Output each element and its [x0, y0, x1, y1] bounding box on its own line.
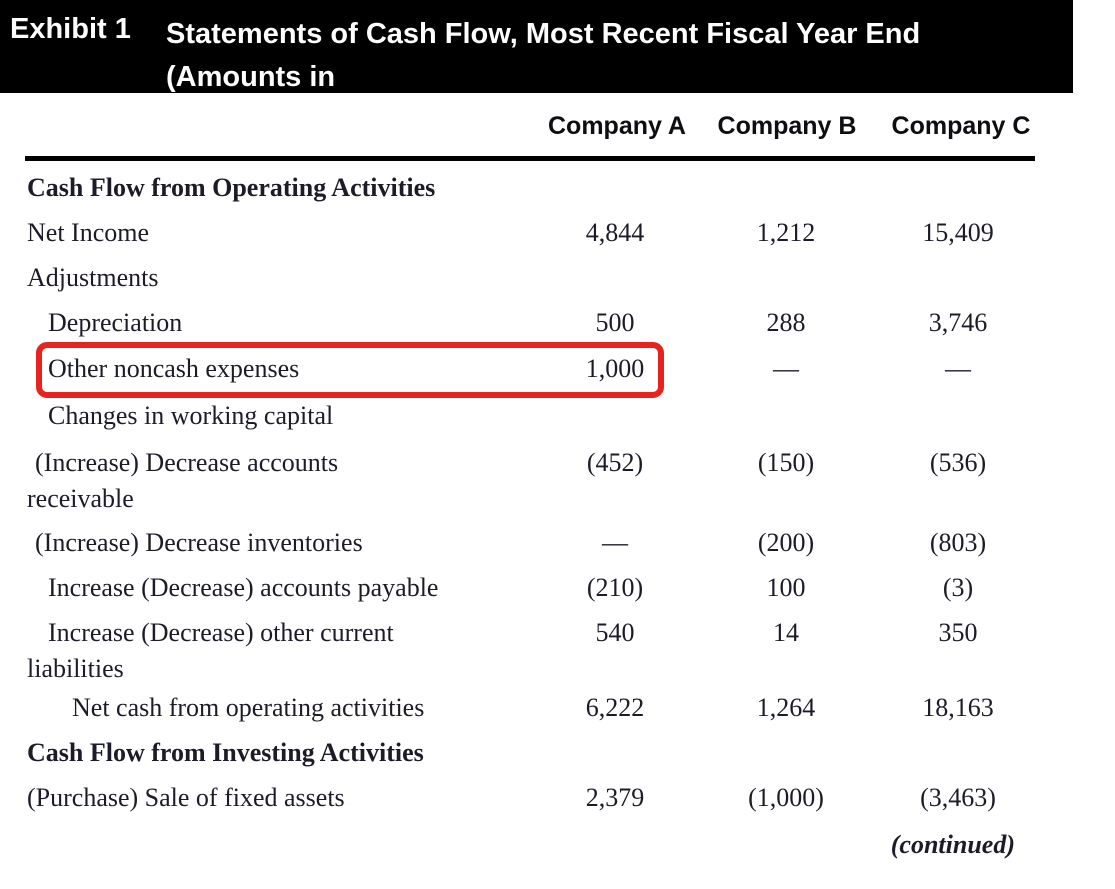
value-company-a: 500 [595, 308, 635, 337]
row-label: Increase (Decrease) other current liabil… [27, 615, 532, 687]
row-label: Increase (Decrease) accounts payable [48, 573, 439, 602]
value-company-a: 540 [595, 618, 635, 647]
column-header-company-c: Company C [891, 112, 1031, 140]
row-label-line2: receivable [27, 484, 134, 513]
value-company-a: 4,844 [585, 218, 645, 247]
value-company-c: 3,746 [928, 308, 988, 337]
value-company-b: (150) [757, 448, 815, 477]
value-company-a: — [602, 528, 628, 557]
continued-marker: (continued) [890, 830, 1015, 859]
row-label: Depreciation [48, 308, 183, 337]
value-company-a: (452) [586, 448, 644, 477]
value-company-b: 14 [773, 618, 799, 647]
exhibit-title-line2: Millions of Dollars) [166, 104, 426, 136]
value-company-b: 1,264 [756, 693, 816, 722]
row-label: Changes in working capital [48, 401, 334, 430]
value-company-a: (210) [586, 573, 644, 602]
value-company-c: 18,163 [922, 693, 994, 722]
row-label: (Increase) Decrease inventories [35, 528, 363, 557]
value-company-c: (3,463) [920, 783, 996, 812]
row-label-line2: liabilities [27, 654, 124, 683]
header-rule [25, 156, 1035, 161]
row-label: (Increase) Decrease accounts receivable [27, 445, 532, 517]
row-label: Adjustments [27, 263, 159, 292]
value-company-b: 100 [766, 573, 806, 602]
value-company-b: — [773, 354, 799, 383]
value-company-a: 1,000 [585, 354, 645, 383]
row-label-line1: Increase (Decrease) other current [48, 618, 394, 647]
value-company-b: (200) [757, 528, 815, 557]
value-company-c: — [945, 354, 971, 383]
column-header-company-b: Company B [717, 112, 857, 140]
row-label-line1: (Increase) Decrease accounts [35, 448, 339, 477]
value-company-b: 288 [766, 308, 806, 337]
row-label: Net Income [27, 218, 150, 247]
value-company-b: 1,212 [756, 218, 816, 247]
value-company-a: 6,222 [585, 693, 645, 722]
value-company-a: 2,379 [585, 783, 645, 812]
column-header-company-a: Company A [548, 112, 686, 140]
row-label: (Purchase) Sale of fixed assets [27, 783, 345, 812]
exhibit-title-line1: Statements of Cash Flow, Most Recent Fis… [166, 18, 921, 93]
value-company-c: (536) [929, 448, 987, 477]
row-label: Net cash from operating activities [72, 693, 425, 722]
row-label: Other noncash expenses [48, 354, 300, 383]
row-label: Cash Flow from Investing Activities [27, 738, 424, 767]
row-label: Cash Flow from Operating Activities [27, 173, 436, 202]
value-company-c: 15,409 [922, 218, 994, 247]
highlight-box [36, 342, 664, 398]
value-company-c: 350 [938, 618, 978, 647]
column-header-row: Company A Company B Company C [0, 112, 1115, 152]
value-company-c: (803) [929, 528, 987, 557]
exhibit-number: Exhibit 1 [10, 13, 131, 45]
value-company-b: (1,000) [748, 783, 824, 812]
exhibit-title-bar: Exhibit 1 Statements of Cash Flow, Most … [0, 0, 1073, 136]
value-company-c: (3) [942, 573, 974, 602]
exhibit-title: Statements of Cash Flow, Most Recent Fis… [166, 13, 1061, 142]
